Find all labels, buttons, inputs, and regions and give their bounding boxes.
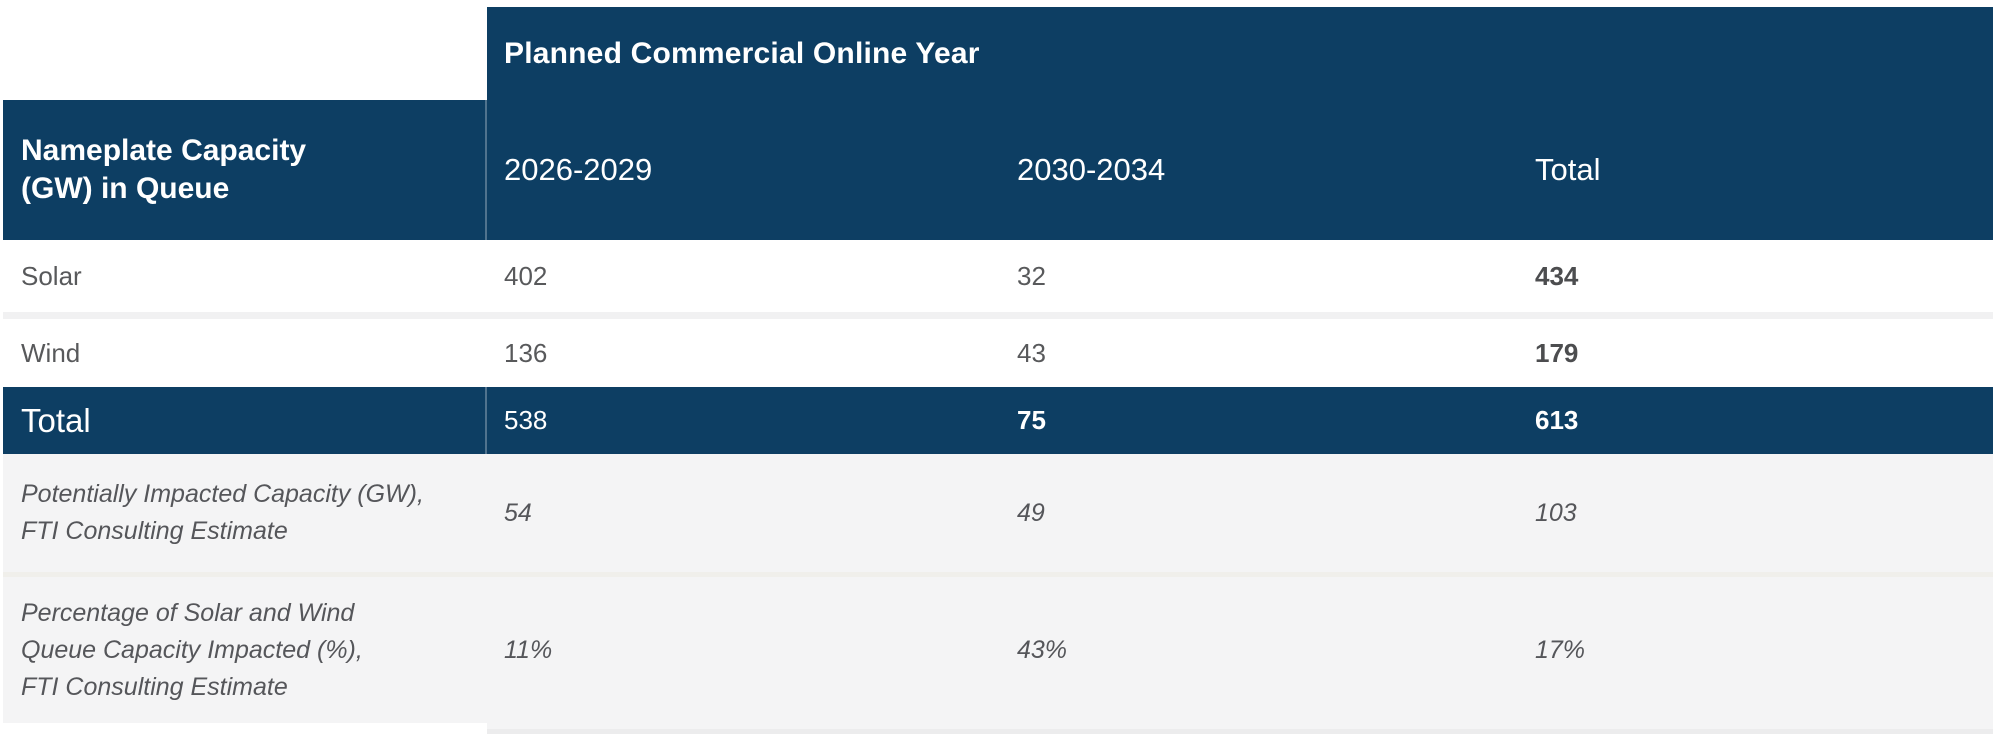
wind-2030-2034-value: 43	[1017, 337, 1046, 368]
table-row-potentially-impacted-capacity: Potentially Impacted Capacity (GW), FTI …	[3, 454, 1993, 572]
percentage-impacted-label-line2: Queue Capacity Impacted (%),	[21, 635, 363, 664]
percentage-impacted-label-line1: Percentage of Solar and Wind	[21, 598, 355, 627]
column-header-2026-2029: 2026-2029	[504, 152, 653, 187]
percentage-impacted-label-line3: FTI Consulting Estimate	[21, 672, 288, 701]
impacted-capacity-total-value: 103	[1535, 498, 1577, 527]
percentage-impacted-total-value: 17%	[1535, 635, 1586, 664]
spanning-header-band: Planned Commercial Online Year	[487, 7, 1993, 100]
column-header-2030-2034: 2030-2034	[1017, 152, 1166, 187]
row-divider	[3, 312, 1993, 319]
row-dimension-header-line2: (GW) in Queue	[21, 172, 230, 205]
row-divider	[3, 572, 1993, 577]
wind-total-value: 179	[1535, 337, 1579, 368]
table-row-total: Total 538 75 613	[3, 387, 1993, 454]
impacted-capacity-label-line1: Potentially Impacted Capacity (GW),	[21, 480, 424, 508]
total-2030-2034-value: 75	[1017, 405, 1046, 435]
impacted-capacity-2030-2034-value: 49	[1017, 498, 1045, 527]
impacted-capacity-label-line2: FTI Consulting Estimate	[21, 517, 288, 545]
table-title: Planned Commercial Online Year	[504, 36, 980, 70]
impacted-capacity-2026-2029-value: 54	[504, 498, 532, 527]
total-total-value: 613	[1535, 405, 1579, 435]
percentage-impacted-2026-2029-value: 11%	[504, 635, 553, 664]
table-bottom-strip	[487, 723, 1993, 734]
percentage-impacted-2030-2034-value: 43%	[1017, 635, 1068, 664]
solar-2026-2029-value: 402	[504, 260, 548, 291]
total-2026-2029-value: 538	[504, 405, 548, 435]
table-row-solar: Solar 402 32 434	[3, 240, 1993, 312]
column-header-row: Nameplate Capacity (GW) in Queue 2026-20…	[3, 100, 1993, 240]
row-dimension-header: Nameplate Capacity (GW) in Queue	[3, 100, 487, 240]
row-label-solar: Solar	[21, 260, 82, 291]
solar-total-value: 434	[1535, 260, 1579, 291]
row-label-total: Total	[3, 387, 487, 454]
table-row-wind: Wind 136 43 179	[3, 319, 1993, 387]
table-row-percentage-impacted: Percentage of Solar and Wind Queue Capac…	[3, 577, 1993, 723]
solar-2030-2034-value: 32	[1017, 260, 1046, 291]
wind-2026-2029-value: 136	[504, 337, 548, 368]
row-label-wind: Wind	[21, 337, 81, 368]
row-label-percentage-impacted: Percentage of Solar and Wind Queue Capac…	[3, 595, 487, 706]
row-dimension-header-line1: Nameplate Capacity	[21, 134, 307, 167]
row-label-potentially-impacted-capacity: Potentially Impacted Capacity (GW), FTI …	[3, 476, 487, 550]
total-row-label-text: Total	[21, 401, 91, 439]
column-header-total: Total	[1535, 152, 1601, 187]
